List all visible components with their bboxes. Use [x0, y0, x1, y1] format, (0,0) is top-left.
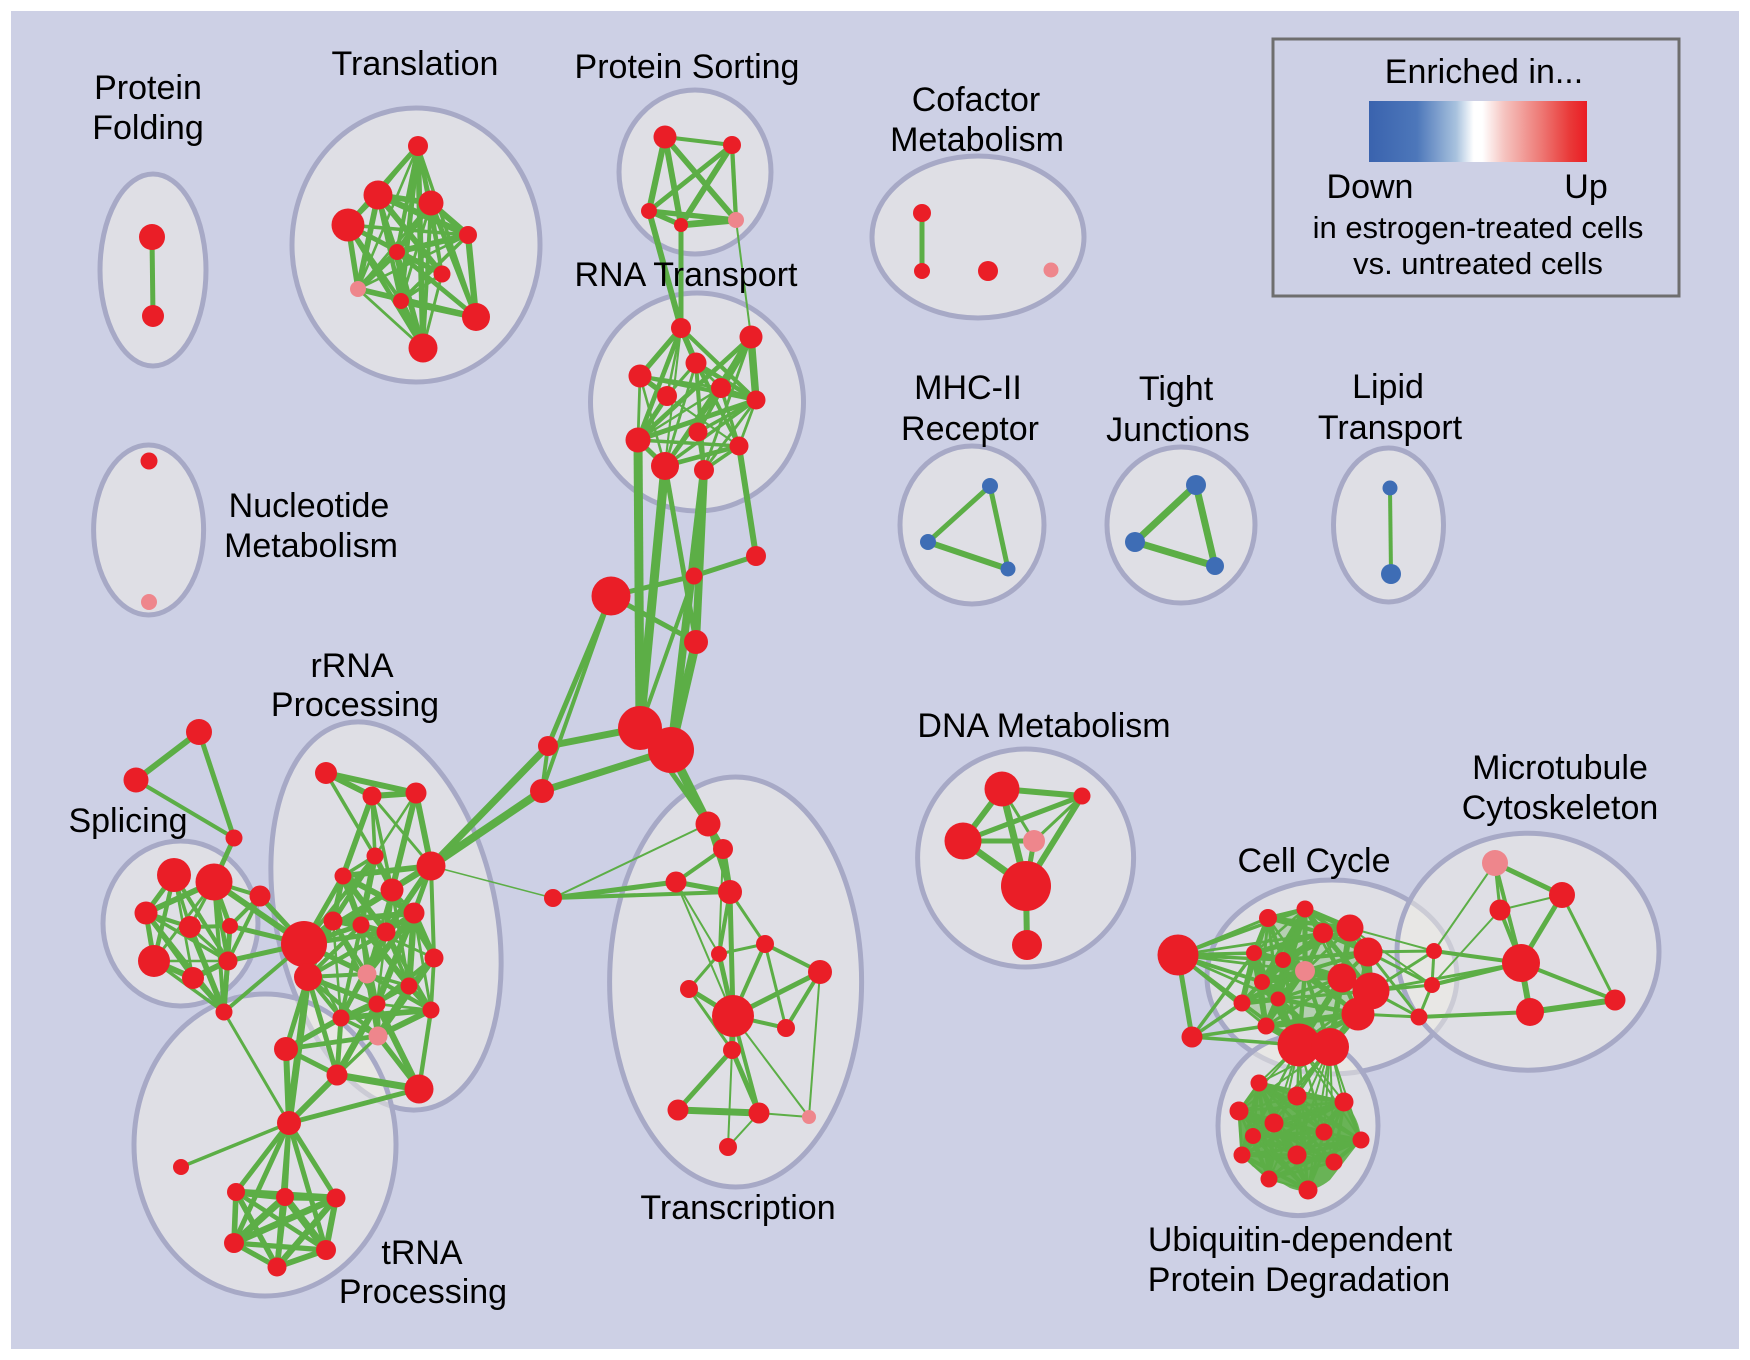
svg-text:Folding: Folding	[92, 109, 204, 147]
svg-text:Nucleotide: Nucleotide	[229, 487, 390, 525]
svg-text:Down: Down	[1327, 168, 1414, 206]
svg-text:Cytoskeleton: Cytoskeleton	[1462, 789, 1659, 827]
svg-text:Cofactor: Cofactor	[912, 81, 1041, 119]
svg-text:Translation: Translation	[332, 45, 499, 83]
svg-text:RNA Transport: RNA Transport	[575, 256, 799, 294]
svg-text:Enriched in...: Enriched in...	[1385, 53, 1583, 91]
svg-text:Transcription: Transcription	[640, 1189, 835, 1227]
svg-text:Protein Sorting: Protein Sorting	[575, 48, 800, 86]
svg-text:Processing: Processing	[339, 1273, 507, 1311]
svg-text:Lipid: Lipid	[1352, 368, 1424, 406]
svg-text:vs. untreated cells: vs. untreated cells	[1353, 246, 1603, 281]
svg-text:Ubiquitin-dependent: Ubiquitin-dependent	[1148, 1221, 1453, 1259]
svg-text:Tight: Tight	[1139, 370, 1214, 408]
svg-text:Up: Up	[1564, 168, 1607, 206]
svg-text:Microtubule: Microtubule	[1472, 749, 1648, 787]
svg-text:Transport: Transport	[1318, 409, 1463, 447]
svg-text:Cell Cycle: Cell Cycle	[1237, 842, 1390, 880]
svg-text:Junctions: Junctions	[1106, 411, 1250, 449]
svg-text:Splicing: Splicing	[68, 802, 187, 840]
svg-text:tRNA: tRNA	[381, 1234, 463, 1272]
svg-text:Protein Degradation: Protein Degradation	[1148, 1261, 1450, 1299]
svg-text:DNA Metabolism: DNA Metabolism	[917, 707, 1170, 745]
svg-text:Protein: Protein	[94, 69, 202, 107]
svg-text:MHC-II: MHC-II	[914, 369, 1022, 407]
svg-text:Metabolism: Metabolism	[890, 121, 1064, 159]
svg-text:Processing: Processing	[271, 686, 439, 724]
svg-text:in estrogen-treated cells: in estrogen-treated cells	[1313, 210, 1644, 245]
svg-text:rRNA: rRNA	[310, 647, 393, 685]
svg-text:Metabolism: Metabolism	[224, 527, 398, 565]
svg-text:Receptor: Receptor	[901, 410, 1039, 448]
